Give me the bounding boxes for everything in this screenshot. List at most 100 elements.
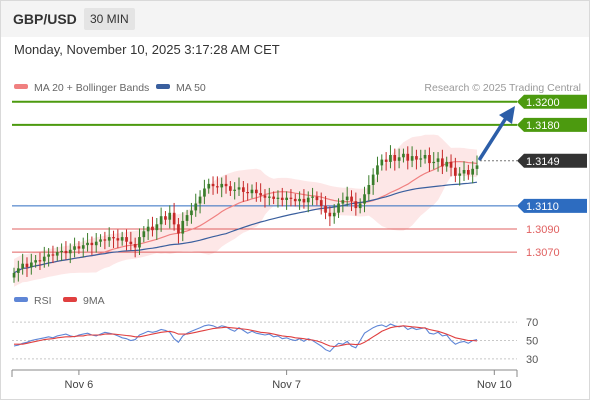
- candle: [441, 149, 444, 175]
- candle: [21, 253, 24, 275]
- candle-body: [280, 197, 284, 200]
- candle-body: [138, 237, 141, 248]
- last-price-tag: 1.3149: [517, 153, 587, 168]
- candle-body: [380, 159, 384, 166]
- candle-body: [272, 196, 275, 199]
- candle-body: [242, 187, 245, 192]
- candle: [475, 155, 479, 176]
- candle: [198, 190, 202, 214]
- candle-body: [103, 239, 107, 241]
- candle: [177, 217, 180, 244]
- candle: [263, 189, 267, 208]
- price-level-tags: 1.3200 1.3180 1.3149 1.3110 1.3090 1.3070: [517, 94, 587, 259]
- candle: [172, 202, 176, 231]
- candle: [229, 180, 232, 197]
- candle-body: [393, 155, 397, 161]
- candle-body: [220, 183, 224, 188]
- candle: [30, 253, 33, 275]
- ma50-line: [13, 181, 478, 274]
- candle: [436, 152, 440, 172]
- candle-body: [216, 186, 219, 188]
- candle: [406, 146, 410, 170]
- candle-body: [47, 254, 50, 257]
- candle-body: [55, 252, 59, 256]
- candle: [233, 182, 236, 200]
- x-tick-label: Nov 7: [272, 379, 301, 391]
- support-tag-2: 1.3090: [526, 224, 560, 236]
- candle: [367, 175, 371, 201]
- resistance-tag-2-bg: [517, 117, 587, 132]
- candle: [376, 156, 379, 183]
- candle-body: [34, 260, 37, 263]
- candle: [68, 243, 72, 264]
- candle-body: [358, 203, 362, 209]
- candle-body: [259, 193, 262, 196]
- candle-body: [168, 212, 172, 220]
- candle: [51, 245, 55, 264]
- resistance-tag-2: 1.3180: [517, 117, 587, 132]
- candle: [298, 191, 301, 210]
- candle: [449, 154, 453, 177]
- candle: [47, 248, 50, 267]
- candle-body: [21, 263, 24, 269]
- candle: [34, 254, 37, 268]
- candle-body: [68, 249, 72, 254]
- candle-body: [285, 197, 288, 200]
- candle-body: [112, 237, 115, 239]
- support-tag-1-text: 1.3110: [526, 201, 559, 213]
- candle: [77, 241, 81, 254]
- rsi-grid: 30 50 70: [12, 317, 538, 366]
- candle: [142, 226, 146, 243]
- candle: [302, 189, 306, 209]
- candle-body: [298, 198, 301, 202]
- candle-body: [181, 220, 185, 234]
- projection-arrow-group: [478, 106, 517, 162]
- candle: [116, 229, 120, 249]
- candle-body: [25, 263, 29, 268]
- candle: [280, 187, 284, 207]
- candle-body: [367, 185, 371, 195]
- resistance-tag-2-text: 1.3180: [526, 120, 560, 132]
- candle-body: [250, 189, 254, 194]
- candle-body: [406, 153, 410, 161]
- candle-body: [177, 224, 180, 234]
- candle-body: [224, 183, 228, 187]
- candle: [315, 191, 319, 206]
- candle: [358, 198, 362, 214]
- candle-body: [129, 241, 133, 244]
- candle: [328, 206, 332, 227]
- candle: [60, 243, 63, 261]
- candle: [190, 202, 193, 224]
- candle: [25, 257, 29, 277]
- candle-body: [384, 159, 388, 162]
- rsi-tick-label: 70: [526, 317, 538, 329]
- candle: [337, 198, 340, 218]
- candle: [129, 231, 133, 251]
- candle: [319, 192, 323, 215]
- candle: [64, 241, 68, 260]
- candle: [138, 228, 141, 255]
- timeframe-button[interactable]: 30 MIN: [84, 8, 135, 30]
- candle: [311, 187, 314, 206]
- ma50-legend-swatch: [156, 84, 170, 89]
- candle-body: [402, 153, 405, 158]
- candle: [133, 237, 137, 258]
- symbol-title: GBP/USD: [13, 11, 77, 27]
- candle-body: [332, 212, 336, 217]
- chart-header: GBP/USD 30 MIN: [1, 1, 589, 37]
- support-tag-3-text: 1.3070: [526, 247, 560, 259]
- candle-body: [73, 246, 76, 250]
- candle: [423, 149, 427, 164]
- bollinger-band-area: [14, 134, 477, 287]
- candle-body: [371, 174, 375, 185]
- candle-body: [81, 245, 85, 249]
- candle-body: [454, 167, 457, 176]
- bollinger-bands: [14, 134, 477, 287]
- candle: [194, 193, 198, 217]
- candle-body: [164, 216, 167, 220]
- candle-body: [328, 212, 332, 217]
- candle: [42, 246, 46, 268]
- candle: [471, 161, 474, 184]
- candle-body: [315, 196, 319, 201]
